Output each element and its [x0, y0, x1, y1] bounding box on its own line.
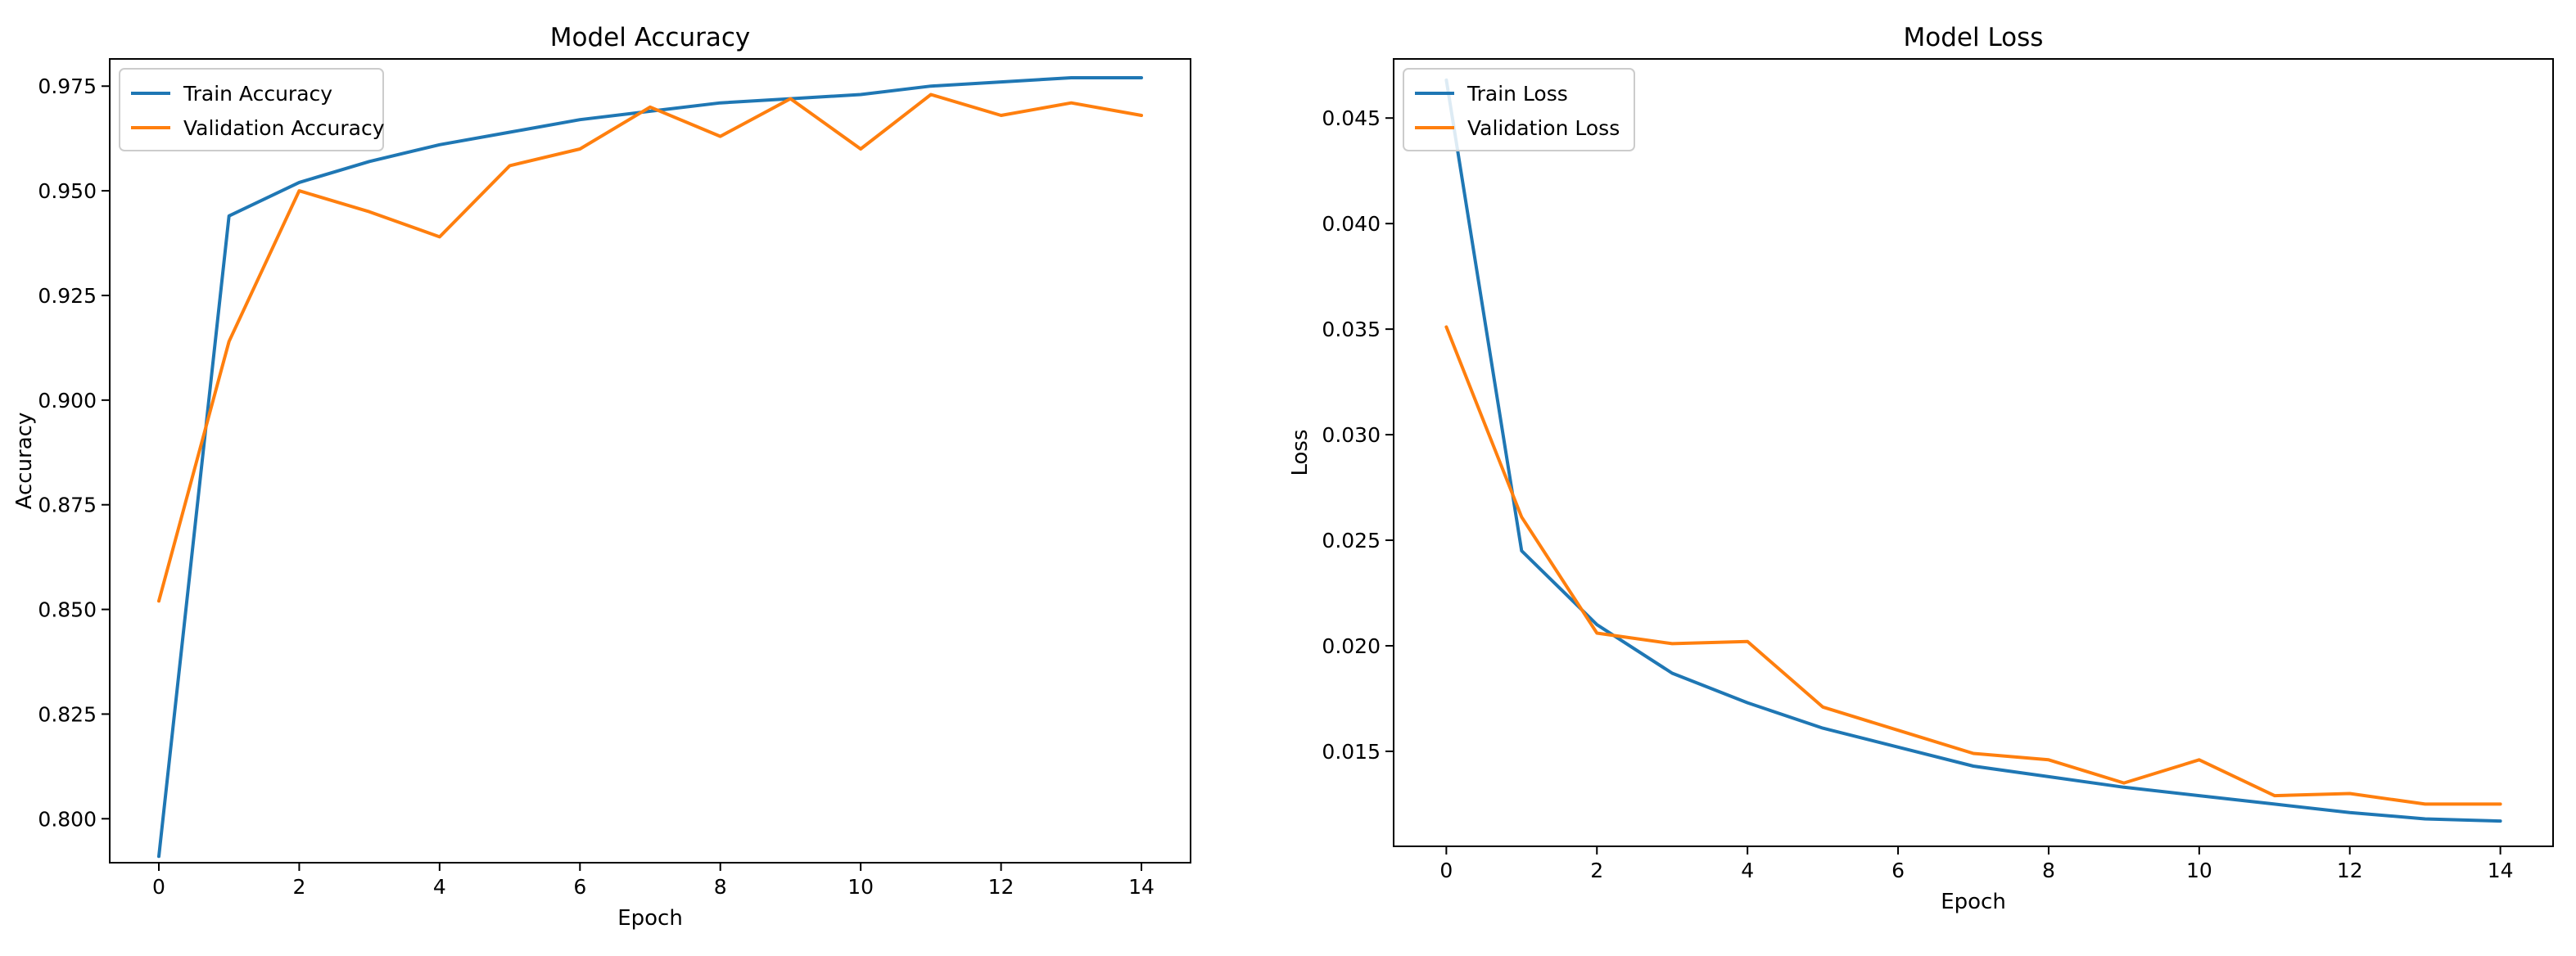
loss-series-line-train [1444, 78, 2502, 823]
loss-x-tick-label: 0 [1439, 859, 1453, 882]
accuracy-y-tick-label: 0.950 [38, 179, 97, 203]
accuracy-x-tick-label: 12 [988, 875, 1015, 899]
loss-y-tick-label: 0.025 [1322, 529, 1381, 552]
accuracy-series-line-validation [157, 92, 1143, 603]
loss-x-tick-label: 2 [1590, 859, 1603, 882]
accuracy-chart-title: Model Accuracy [550, 23, 750, 52]
accuracy-y-tick-label: 0.875 [38, 494, 97, 517]
loss-y-tick-label: 0.015 [1322, 740, 1381, 764]
accuracy-y-tick-label: 0.925 [38, 284, 97, 308]
accuracy-x-tick-label: 0 [152, 875, 165, 899]
loss-x-tick-label: 14 [2488, 859, 2514, 882]
loss-legend: Train Loss Validation Loss [1403, 68, 1635, 151]
loss-chart-title: Model Loss [1904, 23, 2044, 52]
loss-x-axis-label: Epoch [1941, 890, 2006, 914]
loss-y-tick-label: 0.040 [1322, 212, 1381, 236]
accuracy-legend-label: Train Accuracy [183, 82, 332, 106]
accuracy-x-tick-label: 2 [292, 875, 305, 899]
accuracy-x-tick-label: 8 [714, 875, 727, 899]
accuracy-legend-label: Validation Accuracy [183, 116, 385, 140]
loss-x-tick-label: 10 [2186, 859, 2212, 882]
accuracy-x-tick-label: 14 [1128, 875, 1155, 899]
accuracy-x-axis-label: Epoch [617, 906, 683, 931]
loss-legend-box [1403, 68, 1635, 151]
loss-y-tick-label: 0.030 [1322, 423, 1381, 447]
accuracy-y-tick-label: 0.850 [38, 598, 97, 622]
accuracy-axes-frame [109, 58, 1191, 864]
loss-x-tick-label: 12 [2337, 859, 2363, 882]
loss-legend-label: Train Loss [1467, 82, 1568, 106]
accuracy-x-tick-label: 6 [573, 875, 586, 899]
accuracy-y-tick-label: 0.825 [38, 702, 97, 726]
accuracy-x-tick-label: 10 [847, 875, 874, 899]
accuracy-y-tick-label: 0.800 [38, 807, 97, 831]
accuracy-chart: Model Accuracy Epoch Accuracy 0 2 4 6 8 10 12 1… [12, 23, 1191, 931]
loss-x-tick-label: 6 [1891, 859, 1905, 882]
accuracy-y-tick-label: 0.900 [38, 389, 97, 413]
loss-legend-label: Validation Loss [1467, 116, 1620, 140]
accuracy-y-axis-label: Accuracy [12, 413, 37, 510]
loss-x-tick-label: 8 [2042, 859, 2055, 882]
loss-x-tick-label: 4 [1741, 859, 1754, 882]
loss-y-tick-label: 0.045 [1322, 106, 1381, 130]
loss-y-axis-label: Loss [1288, 429, 1313, 476]
accuracy-legend-box [119, 68, 384, 151]
accuracy-series-line-train [157, 76, 1143, 859]
loss-series-line-validation [1444, 325, 2502, 806]
loss-y-tick-label: 0.035 [1322, 318, 1381, 341]
accuracy-x-tick-label: 4 [433, 875, 446, 899]
accuracy-legend: Train Accuracy Validation Accuracy [119, 68, 385, 151]
accuracy-y-tick-label: 0.975 [38, 74, 97, 98]
loss-y-tick-label: 0.020 [1322, 634, 1381, 658]
loss-axes-frame [1393, 58, 2554, 847]
loss-chart: Model Loss Epoch Loss 0 2 4 6 8 10 12 14 0.015 0.… [1288, 23, 2554, 914]
